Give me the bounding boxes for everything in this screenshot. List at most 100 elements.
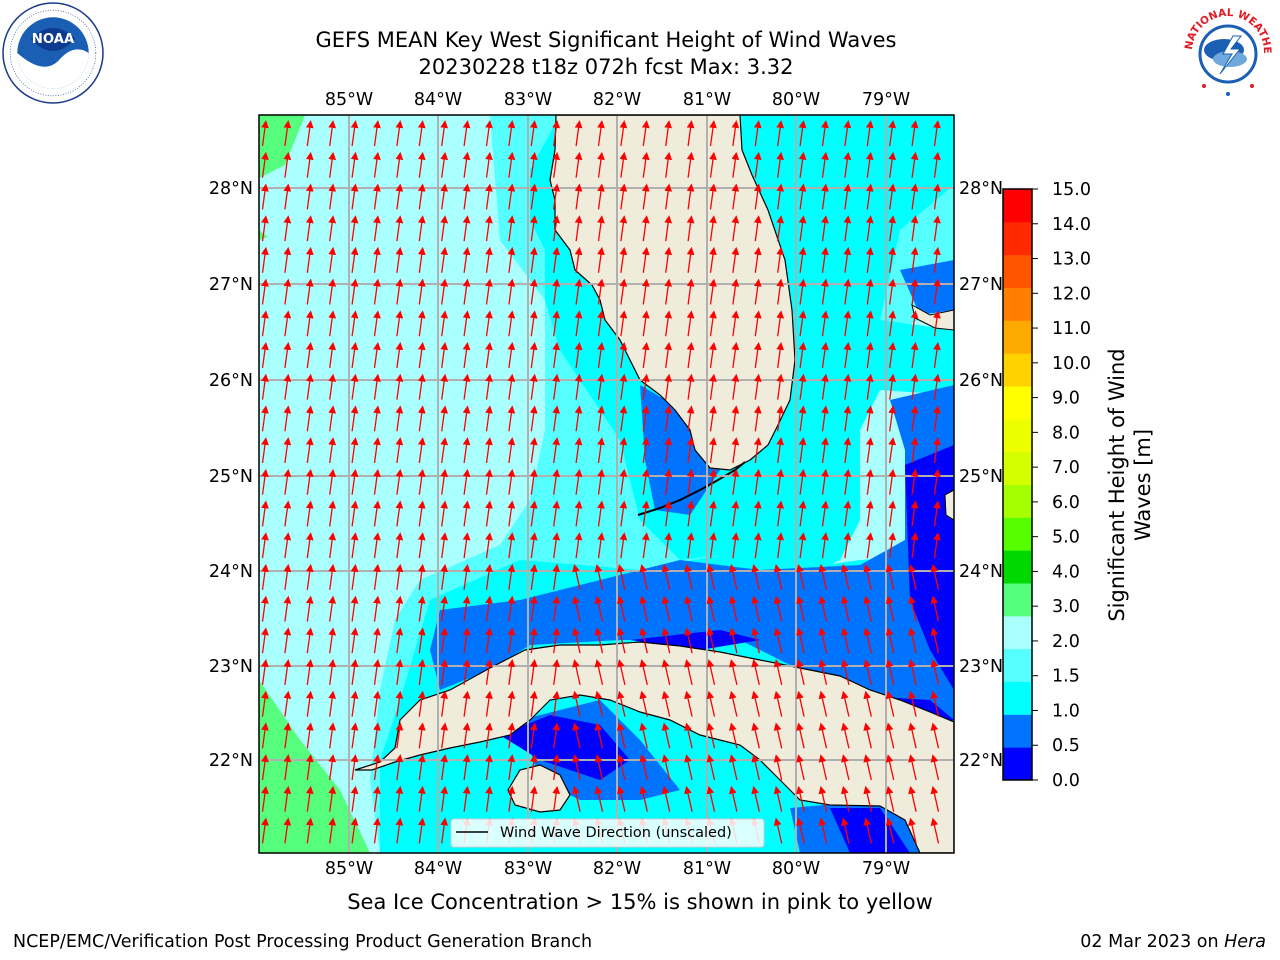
wind-arrow bbox=[709, 278, 717, 305]
wind-arrow bbox=[865, 532, 874, 559]
colorbar-segment bbox=[1003, 550, 1032, 584]
lat-label-left: 24°N bbox=[209, 562, 253, 582]
wind-arrow bbox=[529, 754, 538, 781]
wind-arrow bbox=[328, 627, 337, 654]
wind-arrow bbox=[552, 405, 561, 432]
wind-arrow bbox=[417, 246, 426, 273]
wind-arrow bbox=[888, 437, 897, 464]
wind-arrow bbox=[843, 373, 852, 400]
wind-arrow bbox=[305, 151, 314, 178]
wind-arrow bbox=[350, 627, 359, 654]
wind-arrow bbox=[328, 310, 337, 337]
wind-arrow bbox=[686, 310, 695, 337]
wind-arrow bbox=[709, 215, 717, 242]
wind-arrow bbox=[572, 563, 581, 590]
wind-arrow bbox=[910, 468, 919, 495]
wind-arrow bbox=[395, 215, 404, 242]
wind-arrow bbox=[328, 437, 337, 464]
wind-arrow bbox=[910, 310, 919, 337]
wave-field-0-0.5m bbox=[500, 445, 954, 853]
wind-arrow bbox=[910, 500, 919, 527]
colorbar-tick-label: 14.0 bbox=[1052, 215, 1091, 235]
colorbar-segment bbox=[1003, 517, 1032, 551]
wind-arrow bbox=[908, 659, 917, 686]
sea-ice-note: Sea Ice Concentration > 15% is shown in … bbox=[347, 890, 933, 914]
wind-arrow bbox=[462, 215, 471, 242]
wind-arrow bbox=[417, 405, 426, 432]
wind-arrow bbox=[574, 532, 583, 559]
wind-arrow bbox=[865, 342, 874, 368]
wind-arrow bbox=[305, 437, 314, 464]
wind-arrow bbox=[731, 405, 740, 432]
wind-arrow bbox=[930, 722, 940, 749]
wind-arrow bbox=[373, 659, 381, 685]
wind-arrow bbox=[529, 500, 538, 527]
wind-arrow bbox=[350, 437, 359, 464]
wind-arrow bbox=[616, 785, 626, 812]
wind-arrow bbox=[462, 532, 471, 559]
wind-arrow bbox=[821, 405, 829, 432]
wind-arrow bbox=[440, 563, 449, 590]
wind-arrow bbox=[840, 722, 850, 749]
wind-arrow bbox=[395, 151, 404, 178]
wind-arrow bbox=[440, 246, 449, 273]
wind-arrow bbox=[616, 722, 626, 749]
wind-arrow bbox=[305, 785, 314, 812]
wind-arrow bbox=[910, 373, 919, 400]
wind-arrow bbox=[910, 278, 919, 305]
wind-arrow bbox=[933, 215, 941, 242]
wind-arrow bbox=[709, 310, 717, 337]
wind-arrow bbox=[283, 722, 292, 749]
wind-arrow bbox=[283, 120, 292, 147]
wind-arrow bbox=[709, 342, 717, 368]
wind-arrow bbox=[664, 183, 673, 210]
wind-arrow bbox=[910, 120, 919, 147]
longitude-labels-bottom: 85°W 84°W 83°W 82°W 81°W 80°W 79°W bbox=[325, 859, 910, 879]
wind-arrow bbox=[731, 183, 740, 210]
wind-arrow bbox=[798, 310, 807, 337]
wind-arrow bbox=[507, 278, 516, 305]
wind-arrow bbox=[753, 500, 762, 527]
wind-arrow bbox=[283, 690, 292, 717]
wind-arrow bbox=[395, 690, 404, 717]
wind-arrow bbox=[616, 754, 626, 781]
wind-arrow bbox=[572, 659, 581, 686]
wind-arrow bbox=[462, 183, 471, 210]
wind-arrow bbox=[597, 278, 605, 305]
wind-arrow bbox=[373, 342, 381, 368]
wind-arrow bbox=[261, 310, 269, 337]
wind-arrow bbox=[305, 342, 314, 368]
footer-date-text: 02 Mar 2023 on bbox=[1080, 932, 1225, 952]
wind-arrow bbox=[373, 722, 381, 749]
wind-arrow bbox=[818, 595, 828, 622]
lat-label-left: 22°N bbox=[209, 751, 253, 771]
wind-arrow bbox=[661, 785, 671, 812]
wind-arrow bbox=[798, 342, 807, 368]
wind-arrow bbox=[706, 659, 716, 686]
wind-arrow bbox=[529, 405, 538, 432]
wind-arrow bbox=[619, 246, 628, 273]
wind-arrow bbox=[684, 754, 693, 781]
wind-arrow bbox=[462, 246, 471, 273]
wind-arrow bbox=[728, 627, 738, 654]
wind-arrow bbox=[440, 785, 449, 812]
wind-arrow bbox=[709, 437, 717, 464]
wind-arrow bbox=[910, 405, 919, 432]
wind-arrow bbox=[818, 563, 828, 590]
wind-arrow bbox=[507, 151, 516, 178]
wind-arrow bbox=[328, 500, 337, 527]
wind-arrow bbox=[283, 310, 292, 337]
wind-arrow bbox=[888, 373, 897, 400]
lat-label-right: 24°N bbox=[959, 562, 1003, 582]
wind-arrow bbox=[731, 215, 740, 242]
wind-arrow bbox=[261, 690, 269, 717]
wind-arrow bbox=[731, 373, 740, 400]
wind-arrow bbox=[572, 627, 581, 654]
wind-arrow bbox=[283, 468, 292, 495]
wind-arrow bbox=[350, 215, 359, 242]
wind-arrow bbox=[417, 754, 426, 781]
wind-arrow bbox=[885, 690, 895, 717]
wind-arrow bbox=[731, 120, 740, 147]
wind-arrow bbox=[641, 532, 650, 559]
wind-arrow bbox=[684, 595, 693, 622]
